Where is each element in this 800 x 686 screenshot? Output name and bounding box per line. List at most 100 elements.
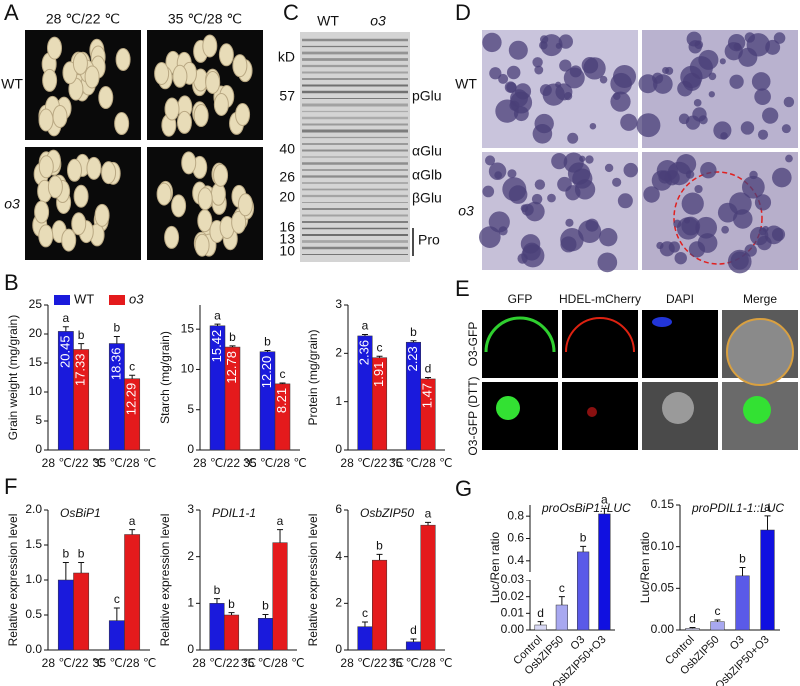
x-tick-label: 28 ℃/22 ℃ [340,456,404,470]
significance-letter: a [214,308,221,322]
value-label: 12.29 [124,383,139,416]
error-bar [425,377,432,379]
y-tick-label: 0.0 [25,642,42,656]
x-tick-label: 28 ℃/22 ℃ [193,456,257,470]
y-tick-label: 2 [335,596,342,610]
cell [508,40,528,60]
cell [551,153,568,170]
texture [32,31,795,274]
grain [154,62,170,86]
marker-label: 13 [279,231,295,247]
cell [686,31,702,47]
cell [521,203,534,216]
row-label: O3-GFP [466,322,480,367]
band-label: βGlu [412,190,442,206]
cell [532,123,553,144]
grain [47,36,63,60]
cell [604,163,614,173]
mcherry-signal [565,317,635,353]
x-tick-label: 35 ℃/28 ℃ [93,656,157,670]
grain [218,43,234,67]
error-bar [601,507,608,514]
cell [773,32,786,44]
y-tick-label: 3 [187,502,194,516]
cell [751,72,771,91]
cell [482,32,502,53]
grain [42,68,58,92]
grain [114,112,130,136]
band-label: Pro [418,232,440,248]
fluor-image [562,382,638,450]
bar [124,534,141,651]
cell [719,58,726,65]
cell [643,186,660,203]
band-label: αGlu [412,143,442,159]
cell [612,177,622,187]
cell [572,168,593,189]
cell [681,192,704,215]
value-label: 12.78 [224,351,239,384]
grain [115,48,131,72]
y-tick-label: 3 [335,297,342,311]
significance-letter: d [537,606,544,620]
cell [534,65,544,75]
x-tick-label: 35 ℃/28 ℃ [389,656,453,670]
cell [638,74,658,94]
significance-letter: d [425,362,432,376]
significance-letter: a [362,319,369,333]
y-tick-label: 0.6 [507,531,524,545]
y-tick-label: 2 [335,346,342,360]
error-bar [361,333,368,336]
cell [506,65,521,80]
significance-letter: c [377,340,383,354]
dapi-signal [652,317,672,327]
cell [688,241,706,258]
fluor-image [482,310,558,378]
grain [94,203,110,227]
cell [531,193,543,205]
y-tick-label: 1 [335,394,342,408]
bar [357,626,373,651]
y-tick-label: 2 [187,549,194,563]
bar [534,624,547,631]
grain [38,155,54,179]
value-label: 15.42 [209,330,224,363]
gfp-signal [496,396,520,420]
bar [555,604,568,631]
value-label: 17.33 [73,353,88,386]
y-tick-label: 20 [29,326,43,340]
panel-label: A [4,0,19,25]
marker-label: 20 [279,189,295,205]
cell [581,57,599,74]
value-label: 1.91 [371,362,386,387]
error-bar [537,621,544,625]
cell [578,219,602,244]
cell [567,132,579,144]
grain [172,64,188,88]
x-tick-label: 35 ℃/28 ℃ [243,456,307,470]
cell [565,218,574,227]
error-bar [714,619,721,622]
cell [781,124,791,134]
significance-letter: b [229,330,236,344]
y-tick-label: 0.5 [25,607,42,621]
y-tick-label: 10 [181,362,195,376]
cell [668,241,681,253]
grain [197,187,213,211]
error-bar [425,521,432,526]
marker-label: 57 [279,88,295,104]
cell [708,72,717,81]
merge-signal [726,318,794,386]
legend-label: o3 [129,291,144,306]
panel-label: E [455,276,470,301]
bar [577,551,590,631]
y-tick-label: 0 [335,442,342,456]
bar [735,575,750,631]
error-bar [410,340,417,343]
legend-swatch [54,295,70,305]
cell [700,161,717,179]
y-tick-label: 0.4 [507,553,524,567]
bar [108,620,125,651]
y-tick-label: 15 [29,355,43,369]
significance-letter: d [410,623,417,637]
